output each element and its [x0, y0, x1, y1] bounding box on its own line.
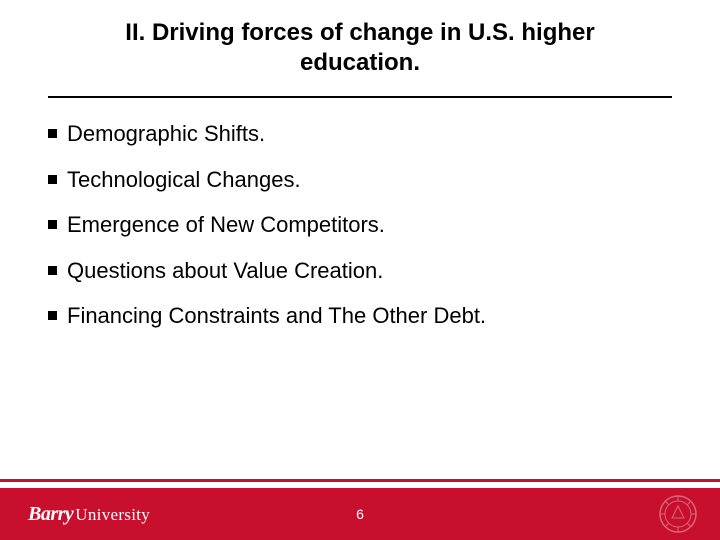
- list-item: Questions about Value Creation.: [48, 257, 672, 285]
- list-item-text: Technological Changes.: [67, 166, 301, 194]
- bullet-icon: [48, 175, 57, 184]
- list-item: Emergence of New Competitors.: [48, 211, 672, 239]
- slide-body: Demographic Shifts. Technological Change…: [0, 98, 720, 330]
- bullet-icon: [48, 266, 57, 275]
- list-item-text: Questions about Value Creation.: [67, 257, 383, 285]
- bullet-icon: [48, 220, 57, 229]
- footer-accent-line: [0, 479, 720, 482]
- list-item: Demographic Shifts.: [48, 120, 672, 148]
- bullet-icon: [48, 311, 57, 320]
- seal-icon: [658, 494, 698, 534]
- list-item-text: Financing Constraints and The Other Debt…: [67, 302, 486, 330]
- slide: II. Driving forces of change in U.S. hig…: [0, 0, 720, 540]
- list-item: Financing Constraints and The Other Debt…: [48, 302, 672, 330]
- list-item-text: Demographic Shifts.: [67, 120, 265, 148]
- list-item-text: Emergence of New Competitors.: [67, 211, 385, 239]
- slide-title: II. Driving forces of change in U.S. hig…: [0, 0, 720, 78]
- page-number: 6: [0, 506, 720, 522]
- bullet-icon: [48, 129, 57, 138]
- footer-bar: Barry University 6: [0, 488, 720, 540]
- list-item: Technological Changes.: [48, 166, 672, 194]
